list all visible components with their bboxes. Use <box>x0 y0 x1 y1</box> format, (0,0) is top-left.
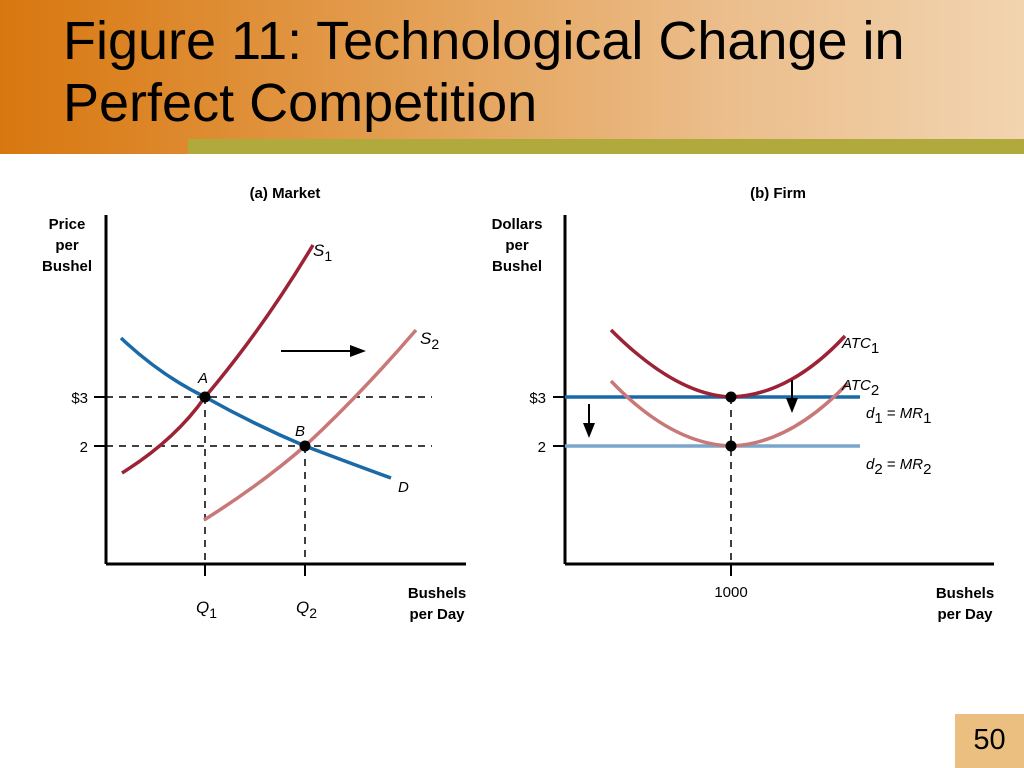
atc2-curve <box>609 379 850 448</box>
panel-a-xlabel-line-1: Bushels <box>408 585 466 602</box>
panel-a-xlabel-line-2: per Day <box>409 606 465 623</box>
quantity-label-q1: Q1 <box>196 598 217 621</box>
slide-title-line-2: Perfect Competition <box>63 73 538 133</box>
left-down-arrow-head <box>583 423 595 438</box>
supply-shift-arrow-head <box>350 345 366 357</box>
equilibrium-point-a <box>199 391 211 403</box>
panel-firm: (b) Firm Dollars per Bushel Bushels per … <box>492 185 995 623</box>
panel-b-xlabel-line-1: Bushels <box>936 585 994 602</box>
panel-a-price-2: 2 <box>80 439 88 456</box>
atc1-curve <box>609 328 847 399</box>
right-down-arrow-head <box>786 398 798 413</box>
supply-curve-s1 <box>121 244 315 475</box>
demand-curve <box>119 336 392 480</box>
title-accent-bar <box>188 139 1024 154</box>
panel-a-title: (a) Market <box>250 185 321 202</box>
point-label-a: A <box>197 370 208 387</box>
title-banner: Figure 11: Technological Change in Perfe… <box>0 0 1024 154</box>
panel-market: (a) Market Price per Bushel Bushels per … <box>42 185 466 623</box>
label-d2-mr2: d2 = MR2 <box>866 456 931 478</box>
panel-b-title: (b) Firm <box>750 185 806 202</box>
curve-label-atc1: ATC1 <box>841 335 879 357</box>
label-d1-mr1: d1 = MR1 <box>866 405 931 427</box>
panel-b-ylabel-line-2: per <box>505 237 529 254</box>
page-number-box: 50 <box>955 714 1024 768</box>
curve-label-s2: S2 <box>420 329 439 352</box>
firm-point-price-2 <box>725 440 737 452</box>
curve-label-atc2: ATC2 <box>841 377 879 399</box>
quantity-label-q2: Q2 <box>296 598 317 621</box>
page-number: 50 <box>973 724 1006 756</box>
panel-b-xlabel-line-2: per Day <box>937 606 993 623</box>
panel-a-ylabel-line-2: per <box>55 237 79 254</box>
panel-a-price-3: $3 <box>71 390 88 407</box>
panel-a-ylabel-line-3: Bushel <box>42 258 92 275</box>
panel-b-quantity-1000: 1000 <box>714 584 747 601</box>
panel-b-ylabel-line-1: Dollars <box>492 216 543 233</box>
panel-b-price-3: $3 <box>529 390 546 407</box>
curve-label-s1: S1 <box>313 241 332 264</box>
curve-label-d: D <box>398 479 409 496</box>
slide-title: Figure 11: Technological Change in Perfe… <box>63 10 1003 134</box>
point-label-b: B <box>295 423 305 440</box>
panel-b-price-2: 2 <box>538 439 546 456</box>
firm-point-price-3 <box>725 391 737 403</box>
equilibrium-point-b <box>299 440 311 452</box>
panel-a-ylabel-line-1: Price <box>49 216 86 233</box>
slide-title-line-1: Figure 11: Technological Change in <box>63 11 905 71</box>
panel-b-ylabel-line-3: Bushel <box>492 258 542 275</box>
